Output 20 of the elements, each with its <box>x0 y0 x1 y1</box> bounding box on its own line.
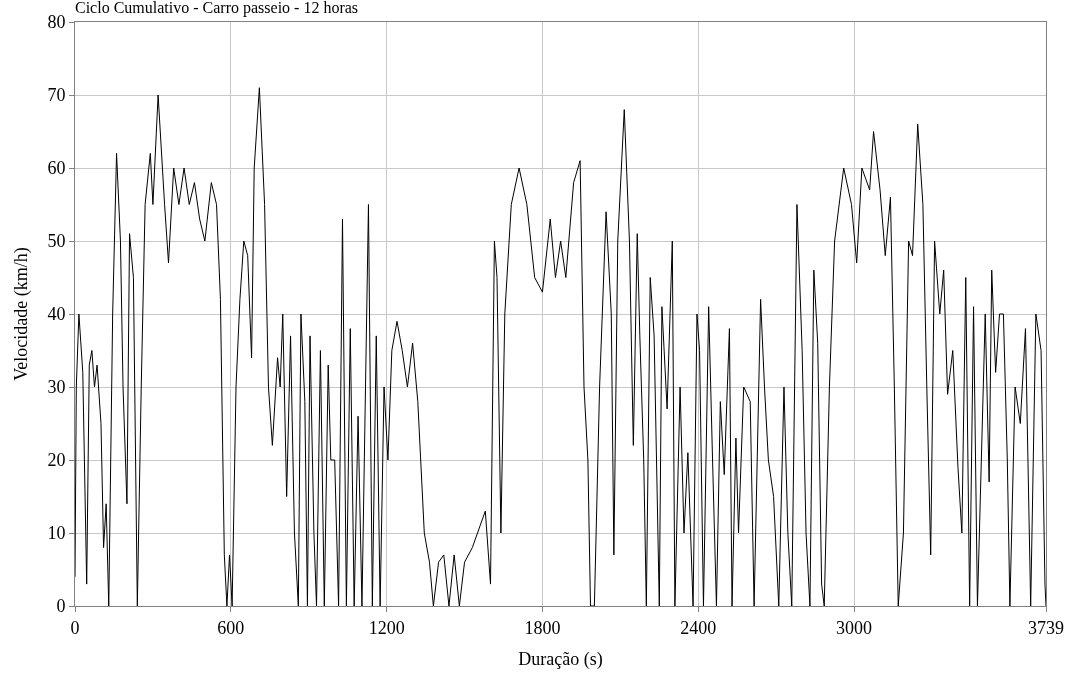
x-tick-label: 600 <box>217 617 245 638</box>
y-tick-label: 10 <box>47 523 66 544</box>
x-tick-label: 3739 <box>1028 617 1064 638</box>
x-tick-label: 0 <box>70 617 80 638</box>
y-axis-title: Velocidade (km/h) <box>10 247 32 381</box>
line-series <box>75 87 1046 606</box>
y-tick-label: 0 <box>56 596 66 617</box>
y-tick-label: 50 <box>47 231 66 252</box>
x-tick-label: 1200 <box>368 617 405 638</box>
y-tick-label: 60 <box>47 158 66 179</box>
y-tick-label: 80 <box>47 12 66 33</box>
y-tick-label: 30 <box>47 377 66 398</box>
x-tick-label: 3000 <box>836 617 873 638</box>
y-tick-label: 20 <box>47 450 66 471</box>
x-axis-title: Duração (s) <box>518 648 603 670</box>
x-tick-label: 2400 <box>680 617 717 638</box>
y-tick-label: 70 <box>47 85 66 106</box>
chart-title: Ciclo Cumulativo - Carro passeio - 12 horas <box>75 0 359 18</box>
x-tick-label: 1800 <box>524 617 561 638</box>
y-tick-label: 40 <box>47 304 66 325</box>
